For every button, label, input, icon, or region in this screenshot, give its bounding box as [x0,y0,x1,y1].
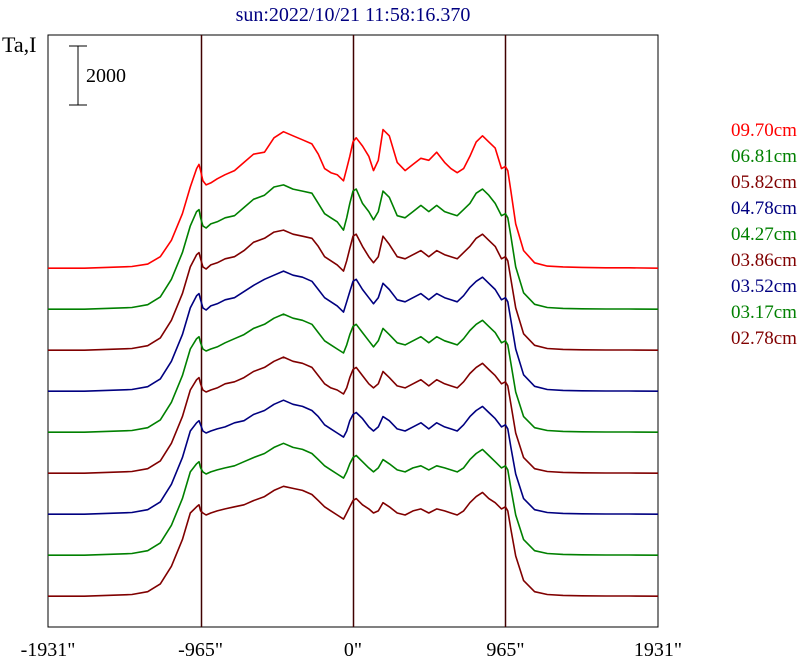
series-line-03.52cm [48,399,659,516]
series-line-06.81cm [48,184,659,311]
series-line-04.78cm [48,270,659,393]
series-line-03.86cm [48,356,659,475]
legend-item-05.82cm: 05.82cm [731,172,797,193]
x-tick-label: 0" [344,639,362,661]
legend-item-04.27cm: 04.27cm [731,224,797,245]
series-line-02.78cm [48,485,659,598]
legend-item-02.78cm: 02.78cm [731,328,797,349]
legend: 09.70cm 06.81cm 05.82cm 04.78cm 04.27cm 03.86… [731,120,797,349]
series-line-05.82cm [48,229,659,352]
legend-item-03.52cm: 03.52cm [731,276,797,297]
legend-item-06.81cm: 06.81cm [731,146,797,167]
series-line-04.27cm [48,313,659,434]
vertical-reference-lines [200,35,507,627]
legend-item-04.78cm: 04.78cm [731,198,797,219]
x-tick-labels: -1931" -965" 0" 965" 1931" [21,639,683,661]
x-tick-label: -965" [178,639,223,661]
scale-bar-label: 2000 [86,65,126,87]
series-lines [48,128,659,598]
legend-item-09.70cm: 09.70cm [731,120,797,141]
x-tick-label: -1931" [21,639,76,661]
chart-title: sun:2022/10/21 11:58:16.370 [236,4,471,26]
legend-item-03.17cm: 03.17cm [731,302,797,323]
x-tick-label: 965" [486,639,524,661]
scale-bar: 2000 [69,45,126,106]
x-tick-label: 1931" [634,639,682,661]
series-line-03.17cm [48,442,659,557]
legend-item-03.86cm: 03.86cm [731,250,797,271]
series-line-09.70cm [48,128,659,270]
y-axis-label: Ta,I [2,32,37,57]
